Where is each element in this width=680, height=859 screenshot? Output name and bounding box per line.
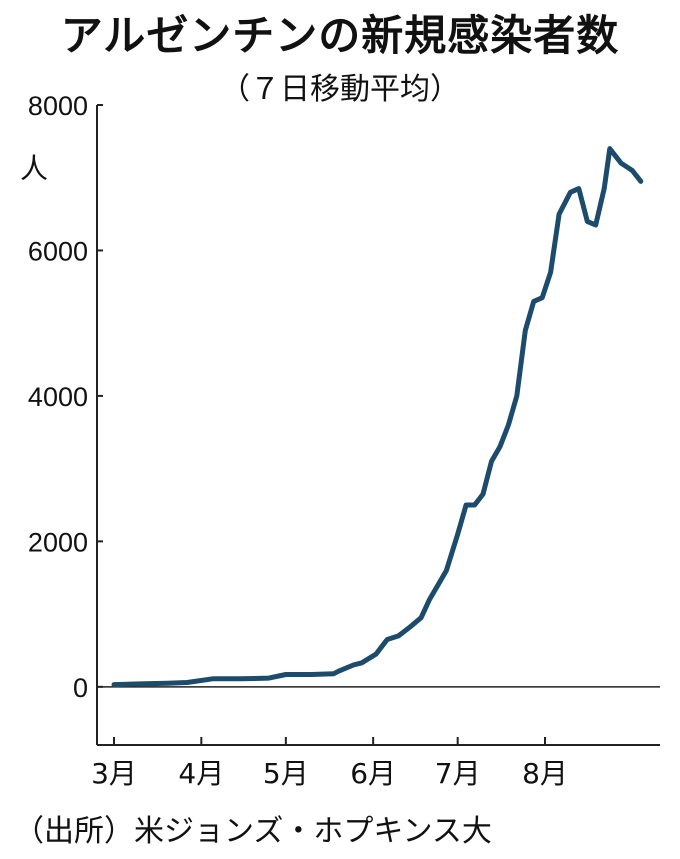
x-tick-label: 6月 bbox=[350, 757, 396, 790]
source-note: （出所）米ジョンズ・ホプキンス大 bbox=[14, 814, 492, 849]
axes bbox=[96, 105, 660, 746]
y-tick-label: 6000 bbox=[28, 236, 88, 266]
x-tick-label: 3月 bbox=[91, 757, 137, 790]
x-tick-label: 7月 bbox=[435, 757, 481, 790]
x-tick-label: 4月 bbox=[178, 757, 224, 790]
chart-subtitle: （７日移動平均） bbox=[220, 72, 460, 107]
axis-ticks: 0 2000 4000 6000 8000 人 3月 4月 5月 6月 7月 8月 bbox=[20, 91, 568, 790]
series-layer bbox=[111, 146, 644, 688]
y-tick-label: 8000 bbox=[28, 91, 88, 121]
y-tick-label: 0 bbox=[73, 673, 88, 703]
y-tick-label: 4000 bbox=[28, 382, 88, 412]
chart-title: アルゼンチンの新規感染者数 bbox=[60, 11, 620, 60]
x-tick-label: 8月 bbox=[522, 757, 568, 790]
series-line bbox=[111, 146, 644, 688]
x-tick-label: 5月 bbox=[263, 757, 309, 790]
y-tick-label: 2000 bbox=[28, 527, 88, 557]
y-unit-label: 人 bbox=[20, 152, 48, 185]
